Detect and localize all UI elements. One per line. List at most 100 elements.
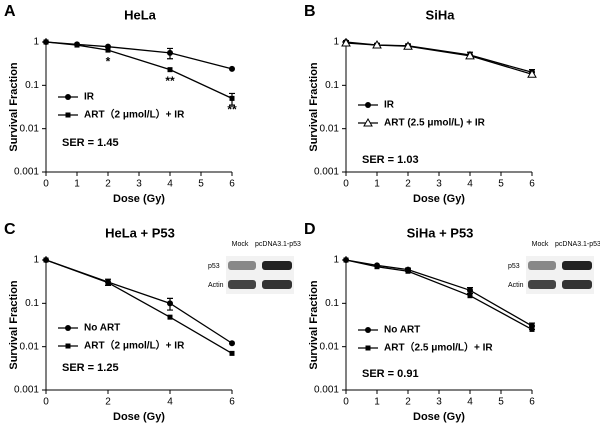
data-point <box>465 50 475 60</box>
blot-column-label: pcDNA3.1-p53 <box>555 241 600 248</box>
data-point <box>43 257 49 263</box>
x-tick-label: 0 <box>43 179 49 190</box>
legend-label: ART（2 μmol/L）+ IR <box>84 339 185 352</box>
y-tick-label: 1 <box>33 37 39 48</box>
y-tick-label: 0.001 <box>14 167 39 178</box>
data-point <box>343 257 349 263</box>
x-tick-label: 4 <box>167 397 173 408</box>
x-tick-label: 4 <box>167 179 173 190</box>
series-line <box>45 259 233 344</box>
data-point <box>374 264 380 270</box>
x-tick-label: 1 <box>74 179 80 190</box>
legend-label: ART (2.5 μmol/L) + IR <box>384 118 486 129</box>
data-point <box>341 37 351 47</box>
y-axis-label: Survival Fraction <box>308 280 320 370</box>
significance: ** <box>165 74 175 88</box>
x-tick-label: 1 <box>374 179 380 190</box>
y-axis-label: Survival Fraction <box>8 280 20 370</box>
x-tick-label: 2 <box>405 397 411 408</box>
data-point <box>229 350 235 356</box>
series-line <box>45 41 233 70</box>
y-tick-label: 1 <box>333 37 339 48</box>
data-point <box>167 300 173 307</box>
y-tick-label: 0.01 <box>320 123 340 134</box>
legend-marker <box>363 117 373 127</box>
data-point <box>229 65 235 72</box>
data-point <box>403 41 413 50</box>
panel: B SiHa 0.001 0.01 0.1 1 0 1 2 3 4 5 6 Dose (Gy) Surviv… <box>304 3 537 205</box>
legend-label: No ART <box>84 323 120 334</box>
data-point <box>105 47 111 53</box>
chart-title: HeLa + P53 <box>105 225 175 240</box>
data-point <box>529 326 535 332</box>
y-tick-label: 0.001 <box>314 167 339 178</box>
y-axis-label: Survival Fraction <box>308 62 320 152</box>
panel-letter: A <box>4 3 16 20</box>
legend-marker <box>65 112 71 118</box>
x-tick-label: 0 <box>43 397 49 408</box>
ser-note: SER = 1.03 <box>362 154 419 166</box>
x-tick-label: 6 <box>229 179 235 190</box>
x-tick-label: 3 <box>136 179 142 190</box>
significance: ** <box>227 103 237 117</box>
blot-column-label: Mock <box>232 241 249 248</box>
ser-note: SER = 0.91 <box>362 368 419 380</box>
x-tick-label: 2 <box>405 179 411 190</box>
x-tick-label: 6 <box>229 397 235 408</box>
panel-letter: D <box>304 221 316 238</box>
blot-band <box>228 280 256 289</box>
panel-letter: C <box>4 221 16 238</box>
x-tick-label: 5 <box>198 179 204 190</box>
chart-title: SiHa + P53 <box>407 225 474 240</box>
panel: A HeLa 0.001 0.01 0.1 1 0 1 2 3 4 5 6 Dose (Gy) Surviv… <box>4 3 237 205</box>
blot-band <box>562 280 592 289</box>
data-point <box>74 42 80 48</box>
blot-row-label: p53 <box>508 263 520 270</box>
y-tick-label: 0.001 <box>314 385 339 396</box>
data-point <box>467 293 473 299</box>
legend-label: ART（2.5 μmol/L）+ IR <box>384 341 493 354</box>
significance: * <box>106 54 111 68</box>
blot-band <box>528 261 556 270</box>
ser-note: SER = 1.45 <box>62 137 119 149</box>
data-point <box>167 314 173 320</box>
y-tick-label: 0.001 <box>14 385 39 396</box>
data-point <box>167 49 173 56</box>
legend-marker <box>365 345 371 351</box>
chart-title: HeLa <box>124 7 157 22</box>
legend-marker <box>365 102 371 108</box>
series-line <box>345 259 533 327</box>
panel: D SiHa + P53 0.001 0.01 0.1 1 0 1 2 3 4 5 6 Dose (Gy)… <box>304 221 600 423</box>
y-tick-label: 0.01 <box>20 341 40 352</box>
x-tick-label: 4 <box>467 179 473 190</box>
blot-column-label: Mock <box>532 241 549 248</box>
series-line <box>45 41 233 99</box>
x-tick-label: 5 <box>498 179 504 190</box>
y-tick-label: 0.01 <box>320 341 340 352</box>
series-line <box>45 259 233 354</box>
blot-band <box>262 261 292 270</box>
series-line <box>345 259 533 330</box>
legend-marker <box>65 325 71 331</box>
y-axis-label: Survival Fraction <box>8 62 20 152</box>
x-tick-label: 0 <box>343 397 349 408</box>
legend-label: IR <box>384 100 395 111</box>
x-axis-label: Dose (Gy) <box>113 193 165 205</box>
y-tick-label: 0.01 <box>20 123 40 134</box>
blot-row-label: Actin <box>508 282 524 289</box>
ser-note: SER = 1.25 <box>62 362 119 374</box>
data-point <box>229 95 235 101</box>
blot-band <box>228 261 256 270</box>
data-point <box>105 280 111 286</box>
legend-label: No ART <box>384 325 420 336</box>
legend-marker <box>365 327 371 333</box>
blot-band <box>262 280 292 289</box>
y-tick-label: 1 <box>33 255 39 266</box>
x-tick-label: 3 <box>436 179 442 190</box>
x-tick-label: 1 <box>374 397 380 408</box>
x-tick-label: 2 <box>105 179 111 190</box>
y-tick-label: 1 <box>333 255 339 266</box>
x-tick-label: 2 <box>105 397 111 408</box>
y-tick-label: 0.1 <box>25 298 39 309</box>
